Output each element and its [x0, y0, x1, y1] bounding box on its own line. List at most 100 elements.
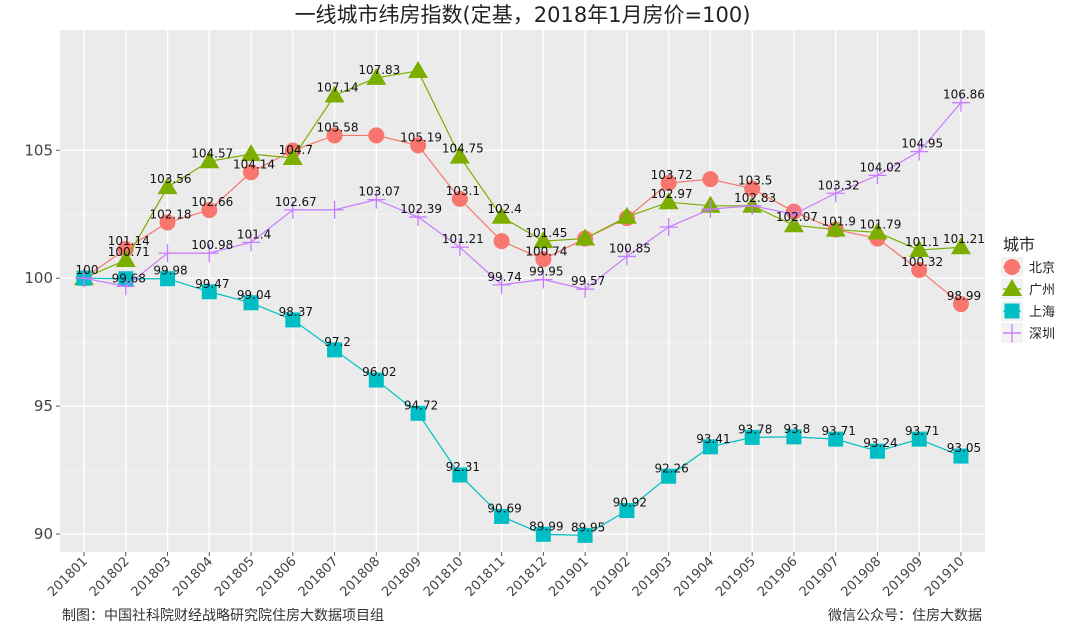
data-point — [158, 244, 177, 263]
series-line — [83, 70, 962, 279]
data-label: 93.24 — [863, 436, 897, 450]
x-tick-label: 201901 — [546, 554, 592, 600]
data-label: 102.67 — [275, 195, 317, 209]
data-label: 93.71 — [905, 424, 939, 438]
data-label: 101.21 — [943, 232, 985, 246]
data-point — [75, 269, 93, 288]
data-label: 92.26 — [654, 461, 688, 475]
data-label: 99.57 — [571, 274, 605, 288]
y-tick-label: 90 — [34, 525, 53, 543]
data-label: 94.72 — [404, 398, 438, 412]
data-point — [366, 67, 387, 85]
data-label: 99.74 — [487, 270, 521, 284]
x-tick-label: 201804 — [170, 554, 216, 600]
data-point — [159, 214, 176, 231]
data-point — [449, 146, 470, 164]
legend-item: 北京 — [1001, 257, 1055, 277]
data-label: 100.74 — [525, 244, 567, 258]
data-point — [242, 233, 261, 252]
data-label: 99.98 — [153, 264, 187, 278]
data-label: 105.19 — [400, 130, 442, 144]
data-label: 101.14 — [108, 234, 150, 248]
x-tick-label: 201812 — [504, 554, 550, 600]
data-point — [783, 215, 804, 233]
data-label: 99.04 — [237, 288, 271, 302]
data-point — [201, 202, 218, 219]
data-label: 100 — [76, 263, 99, 277]
data-point — [1003, 324, 1021, 342]
legend-item: 深圳 — [1001, 323, 1055, 343]
data-label: 97.2 — [324, 335, 351, 349]
data-point — [157, 177, 178, 195]
chart-title: 一线城市纬房指数(定基，2018年1月房价=100) — [295, 3, 751, 27]
series-line — [83, 277, 962, 536]
data-point — [410, 405, 426, 421]
data-point — [658, 192, 679, 210]
data-point — [659, 218, 678, 237]
data-label: 101.21 — [442, 232, 484, 246]
x-tick-label: 201909 — [880, 554, 926, 600]
data-point — [534, 270, 553, 289]
data-point — [493, 233, 510, 250]
data-point — [492, 275, 511, 294]
data-point — [952, 296, 969, 313]
data-point — [577, 527, 593, 543]
data-point — [743, 196, 762, 215]
legend-label: 广州 — [1029, 283, 1055, 298]
data-point — [201, 284, 217, 300]
legend-item: 广州 — [1001, 279, 1055, 299]
data-point — [616, 206, 637, 224]
data-point — [744, 180, 761, 197]
data-point — [1004, 259, 1020, 275]
data-point — [575, 228, 596, 246]
data-label: 99.95 — [529, 264, 563, 278]
data-label: 93.71 — [822, 424, 856, 438]
data-label: 103.1 — [446, 184, 480, 198]
footer-credit: 制图：中国社科院财经战略研究院住房大数据项目组 — [62, 608, 384, 624]
legend-title: 城市 — [1003, 235, 1035, 254]
data-point — [660, 175, 677, 192]
data-point — [452, 467, 468, 483]
data-point — [702, 171, 719, 188]
data-point — [368, 127, 385, 144]
data-point — [491, 206, 512, 224]
data-point — [910, 142, 929, 161]
data-label: 105.58 — [317, 120, 359, 134]
data-point — [410, 137, 427, 154]
data-point — [784, 205, 803, 224]
data-label: 102.97 — [651, 187, 693, 201]
data-label: 96.02 — [362, 365, 396, 379]
data-point — [451, 190, 468, 207]
data-label: 103.72 — [651, 168, 693, 182]
plot-panel — [60, 30, 985, 552]
x-tick-label: 201805 — [212, 554, 258, 600]
data-point — [408, 60, 429, 78]
data-point — [243, 295, 259, 311]
legend-label: 深圳 — [1029, 327, 1055, 342]
x-tick-label: 201806 — [254, 554, 300, 600]
x-tick-label: 201802 — [87, 554, 133, 600]
data-label: 99.68 — [112, 271, 146, 285]
data-point — [911, 431, 927, 447]
data-point — [160, 271, 176, 287]
data-label: 102.18 — [150, 207, 192, 221]
x-tick-label: 201905 — [713, 554, 759, 600]
data-point — [450, 238, 469, 257]
data-label: 102.39 — [400, 202, 442, 216]
data-point — [951, 93, 970, 112]
data-point — [283, 200, 302, 219]
data-label: 92.31 — [446, 460, 480, 474]
data-point — [867, 222, 888, 240]
x-tick-label: 201809 — [379, 554, 425, 600]
data-point — [953, 448, 969, 464]
data-point — [326, 127, 343, 144]
data-point — [535, 251, 552, 268]
data-point — [911, 262, 928, 279]
data-label: 107.83 — [358, 63, 400, 77]
data-point — [786, 429, 802, 445]
data-label: 102.4 — [487, 202, 521, 216]
data-label: 100.71 — [108, 245, 150, 259]
data-point — [1004, 303, 1020, 319]
data-label: 98.37 — [279, 305, 313, 319]
x-tick-label: 201904 — [672, 554, 718, 600]
